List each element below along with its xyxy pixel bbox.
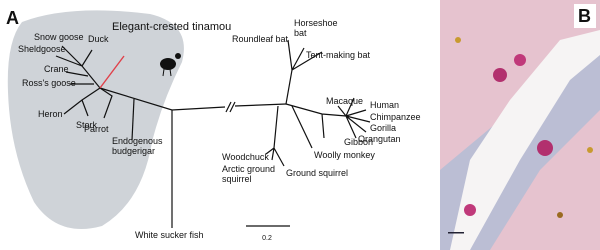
taxon-label: Parrot: [84, 124, 109, 134]
taxon-label: White sucker fish: [135, 230, 204, 240]
taxon-label: Crane: [44, 64, 69, 74]
tree: [55, 39, 371, 228]
taxon-label: Snow goose: [34, 32, 84, 42]
taxon-label: Tent-making bat: [306, 50, 371, 60]
label-box: [574, 4, 596, 28]
taxon-label: Human: [370, 100, 399, 110]
panel-label: B: [578, 6, 591, 26]
taxon-label: Orangutan: [358, 134, 401, 144]
taxon-label: Horseshoe: [294, 18, 338, 28]
taxon-label: Arctic ground: [222, 164, 275, 174]
taxon-label: Endogenous: [112, 136, 163, 146]
highlight-label: Elegant-crested tinamou: [112, 21, 231, 33]
micrograph: [440, 0, 600, 250]
taxon-label: Gorilla: [370, 123, 396, 133]
scale-label: 0.2: [262, 235, 272, 242]
taxon-label: Gibbon: [344, 137, 373, 147]
taxon-label: Woodchuck: [222, 152, 269, 162]
bird-clade-shading: [7, 10, 184, 229]
taxon-label: Sheldgoose: [18, 44, 66, 54]
taxa: Snow goose Duck Sheldgoose Crane Ross's goos…: [18, 18, 421, 240]
tinamou-icon: [160, 53, 181, 77]
panel-label: A: [6, 8, 19, 28]
taxon-label: bat: [294, 28, 307, 38]
taxon-label: Ground squirrel: [286, 168, 348, 178]
taxon-label: Chimpanzee: [370, 112, 421, 122]
taxon-label: Macaque: [326, 96, 363, 106]
taxon-label: Heron: [38, 109, 63, 119]
taxon-label: Woolly monkey: [314, 150, 375, 160]
taxon-label: squirrel: [222, 174, 252, 184]
taxon-label: Roundleaf bat: [232, 34, 289, 44]
taxon-label: Stork: [76, 120, 98, 130]
taxon-label: Duck: [88, 34, 109, 44]
taxon-label: budgerigar: [112, 146, 155, 156]
taxon-label: Ross's goose: [22, 78, 76, 88]
